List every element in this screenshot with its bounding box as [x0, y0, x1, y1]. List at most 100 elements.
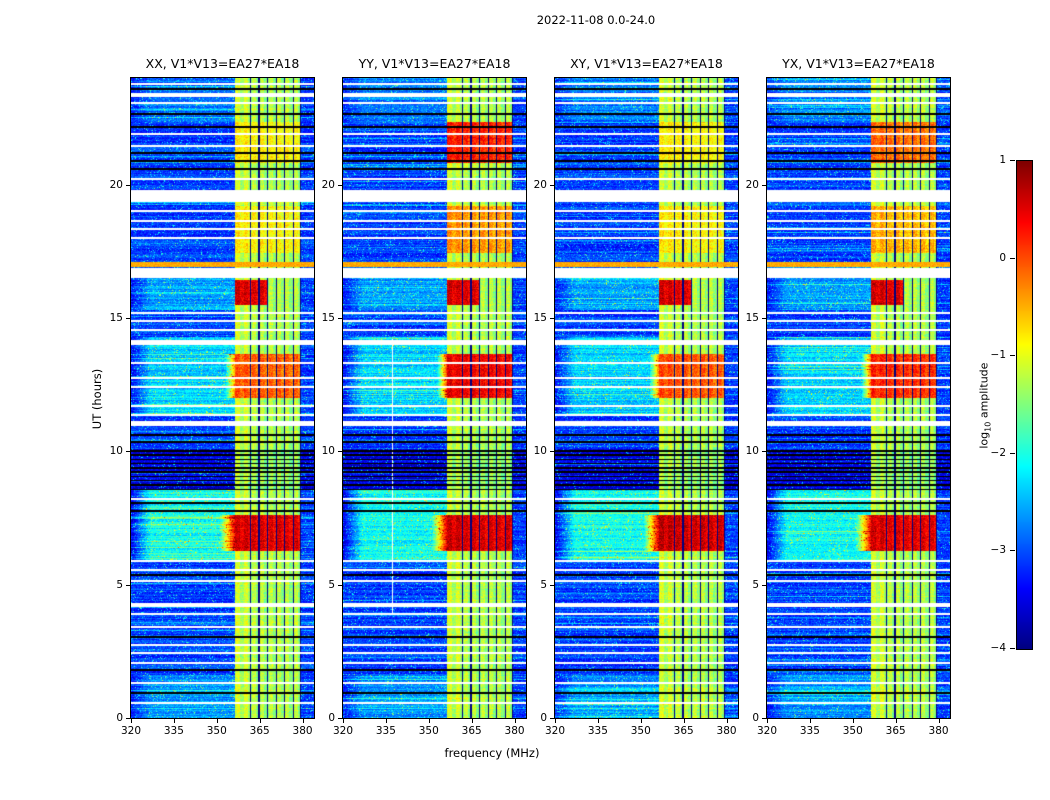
y-tick-mark — [126, 718, 130, 719]
y-tick-label: 15 — [321, 312, 335, 324]
x-tick-label: 335 — [799, 725, 820, 737]
x-tick-label: 350 — [418, 725, 439, 737]
y-tick-label: 5 — [752, 578, 759, 591]
colorbar-tick-label: −2 — [990, 446, 1006, 459]
colorbar-gradient — [1017, 161, 1032, 649]
y-tick-label: 20 — [321, 178, 335, 191]
colorbar-tick-mark — [1010, 160, 1015, 161]
x-tick-mark — [131, 719, 132, 723]
y-tick-label: 0 — [116, 712, 123, 724]
y-tick-mark — [338, 584, 342, 586]
y-tick-mark — [762, 584, 766, 586]
y-tick-mark — [338, 451, 342, 453]
colorbar-tick-mark — [1010, 550, 1015, 552]
spectrogram-panel-yx — [766, 77, 951, 719]
x-tick-mark — [726, 719, 728, 723]
y-tick-label: 0 — [328, 712, 335, 724]
y-tick-label: 5 — [328, 578, 335, 591]
y-tick-label: 15 — [533, 312, 547, 324]
x-axis-label: frequency (MHz) — [444, 746, 540, 760]
y-tick-mark — [338, 718, 342, 719]
x-tick-mark — [173, 719, 175, 723]
colorbar-label-post: amplitude — [977, 362, 991, 422]
y-tick-mark — [550, 184, 554, 186]
y-tick-mark — [762, 318, 766, 319]
y-tick-label: 0 — [540, 712, 547, 724]
x-tick-mark — [259, 719, 261, 723]
y-tick-label: 5 — [540, 578, 547, 591]
x-tick-label: 350 — [842, 725, 863, 737]
y-tick-label: 15 — [109, 312, 123, 324]
x-tick-label: 365 — [461, 725, 482, 737]
spectrogram-canvas-xy — [555, 78, 738, 718]
y-tick-mark — [550, 451, 554, 453]
spectrogram-panel-xy — [554, 77, 739, 719]
y-tick-label: 10 — [109, 445, 123, 458]
x-tick-label: 320 — [120, 725, 142, 737]
x-tick-mark — [683, 719, 685, 723]
y-tick-mark — [550, 718, 554, 719]
colorbar-tick-label: 1 — [999, 154, 1006, 166]
x-tick-mark — [938, 719, 940, 723]
x-tick-mark — [343, 719, 344, 723]
y-tick-label: 10 — [745, 445, 759, 458]
y-tick-mark — [550, 318, 554, 319]
panel-title-yy: YY, V1*V13=EA27*EA18 — [358, 56, 511, 71]
y-tick-mark — [762, 451, 766, 453]
x-tick-label: 350 — [206, 725, 227, 737]
x-tick-mark — [514, 719, 516, 723]
x-tick-mark — [216, 719, 218, 723]
colorbar-tick-mark — [1010, 355, 1015, 357]
colorbar-tick-label: −1 — [990, 349, 1006, 362]
panel-title-yx: YX, V1*V13=EA27*EA18 — [782, 56, 935, 71]
y-tick-mark — [762, 184, 766, 186]
y-tick-label: 10 — [533, 445, 547, 458]
y-tick-mark — [338, 184, 342, 186]
y-tick-mark — [550, 584, 554, 586]
y-tick-mark — [762, 718, 766, 719]
x-tick-mark — [852, 719, 854, 723]
colorbar-tick-label: −4 — [990, 642, 1006, 654]
spectrogram-canvas-xx — [131, 78, 314, 718]
x-tick-mark — [385, 719, 387, 723]
x-tick-label: 320 — [756, 725, 778, 737]
x-tick-label: 335 — [587, 725, 608, 737]
y-tick-label: 20 — [745, 178, 759, 191]
x-tick-label: 380 — [928, 725, 949, 737]
y-tick-mark — [126, 318, 130, 319]
colorbar-label-sub: 10 — [983, 421, 993, 432]
x-tick-label: 380 — [292, 725, 313, 737]
colorbar-tick-mark — [1010, 257, 1015, 259]
x-tick-label: 380 — [716, 725, 737, 737]
x-tick-label: 320 — [544, 725, 566, 737]
y-tick-mark — [126, 584, 130, 586]
x-tick-mark — [471, 719, 473, 723]
panel-title-xy: XY, V1*V13=EA27*EA18 — [570, 56, 723, 71]
colorbar-tick-label: −3 — [990, 544, 1006, 557]
y-tick-mark — [126, 184, 130, 186]
x-tick-mark — [767, 719, 768, 723]
colorbar-tick-mark — [1010, 648, 1015, 649]
colorbar-tick-mark — [1010, 452, 1015, 454]
x-tick-mark — [302, 719, 304, 723]
spectrogram-panel-xx — [130, 77, 315, 719]
colorbar-tick-label: 0 — [999, 251, 1006, 264]
y-tick-label: 5 — [116, 578, 123, 591]
x-tick-mark — [555, 719, 556, 723]
x-tick-label: 335 — [163, 725, 184, 737]
x-tick-label: 365 — [885, 725, 906, 737]
x-tick-label: 365 — [673, 725, 694, 737]
x-tick-label: 335 — [375, 725, 396, 737]
x-tick-label: 380 — [504, 725, 525, 737]
colorbar — [1016, 160, 1033, 650]
y-tick-label: 15 — [745, 312, 759, 324]
spectrogram-canvas-yy — [343, 78, 526, 718]
x-tick-mark — [640, 719, 642, 723]
y-tick-label: 20 — [109, 178, 123, 191]
x-tick-label: 320 — [332, 725, 354, 737]
figure-title: 2022-11-08 0.0-24.0 — [536, 13, 656, 27]
x-tick-mark — [428, 719, 430, 723]
x-tick-mark — [597, 719, 599, 723]
panel-title-xx: XX, V1*V13=EA27*EA18 — [145, 56, 300, 71]
